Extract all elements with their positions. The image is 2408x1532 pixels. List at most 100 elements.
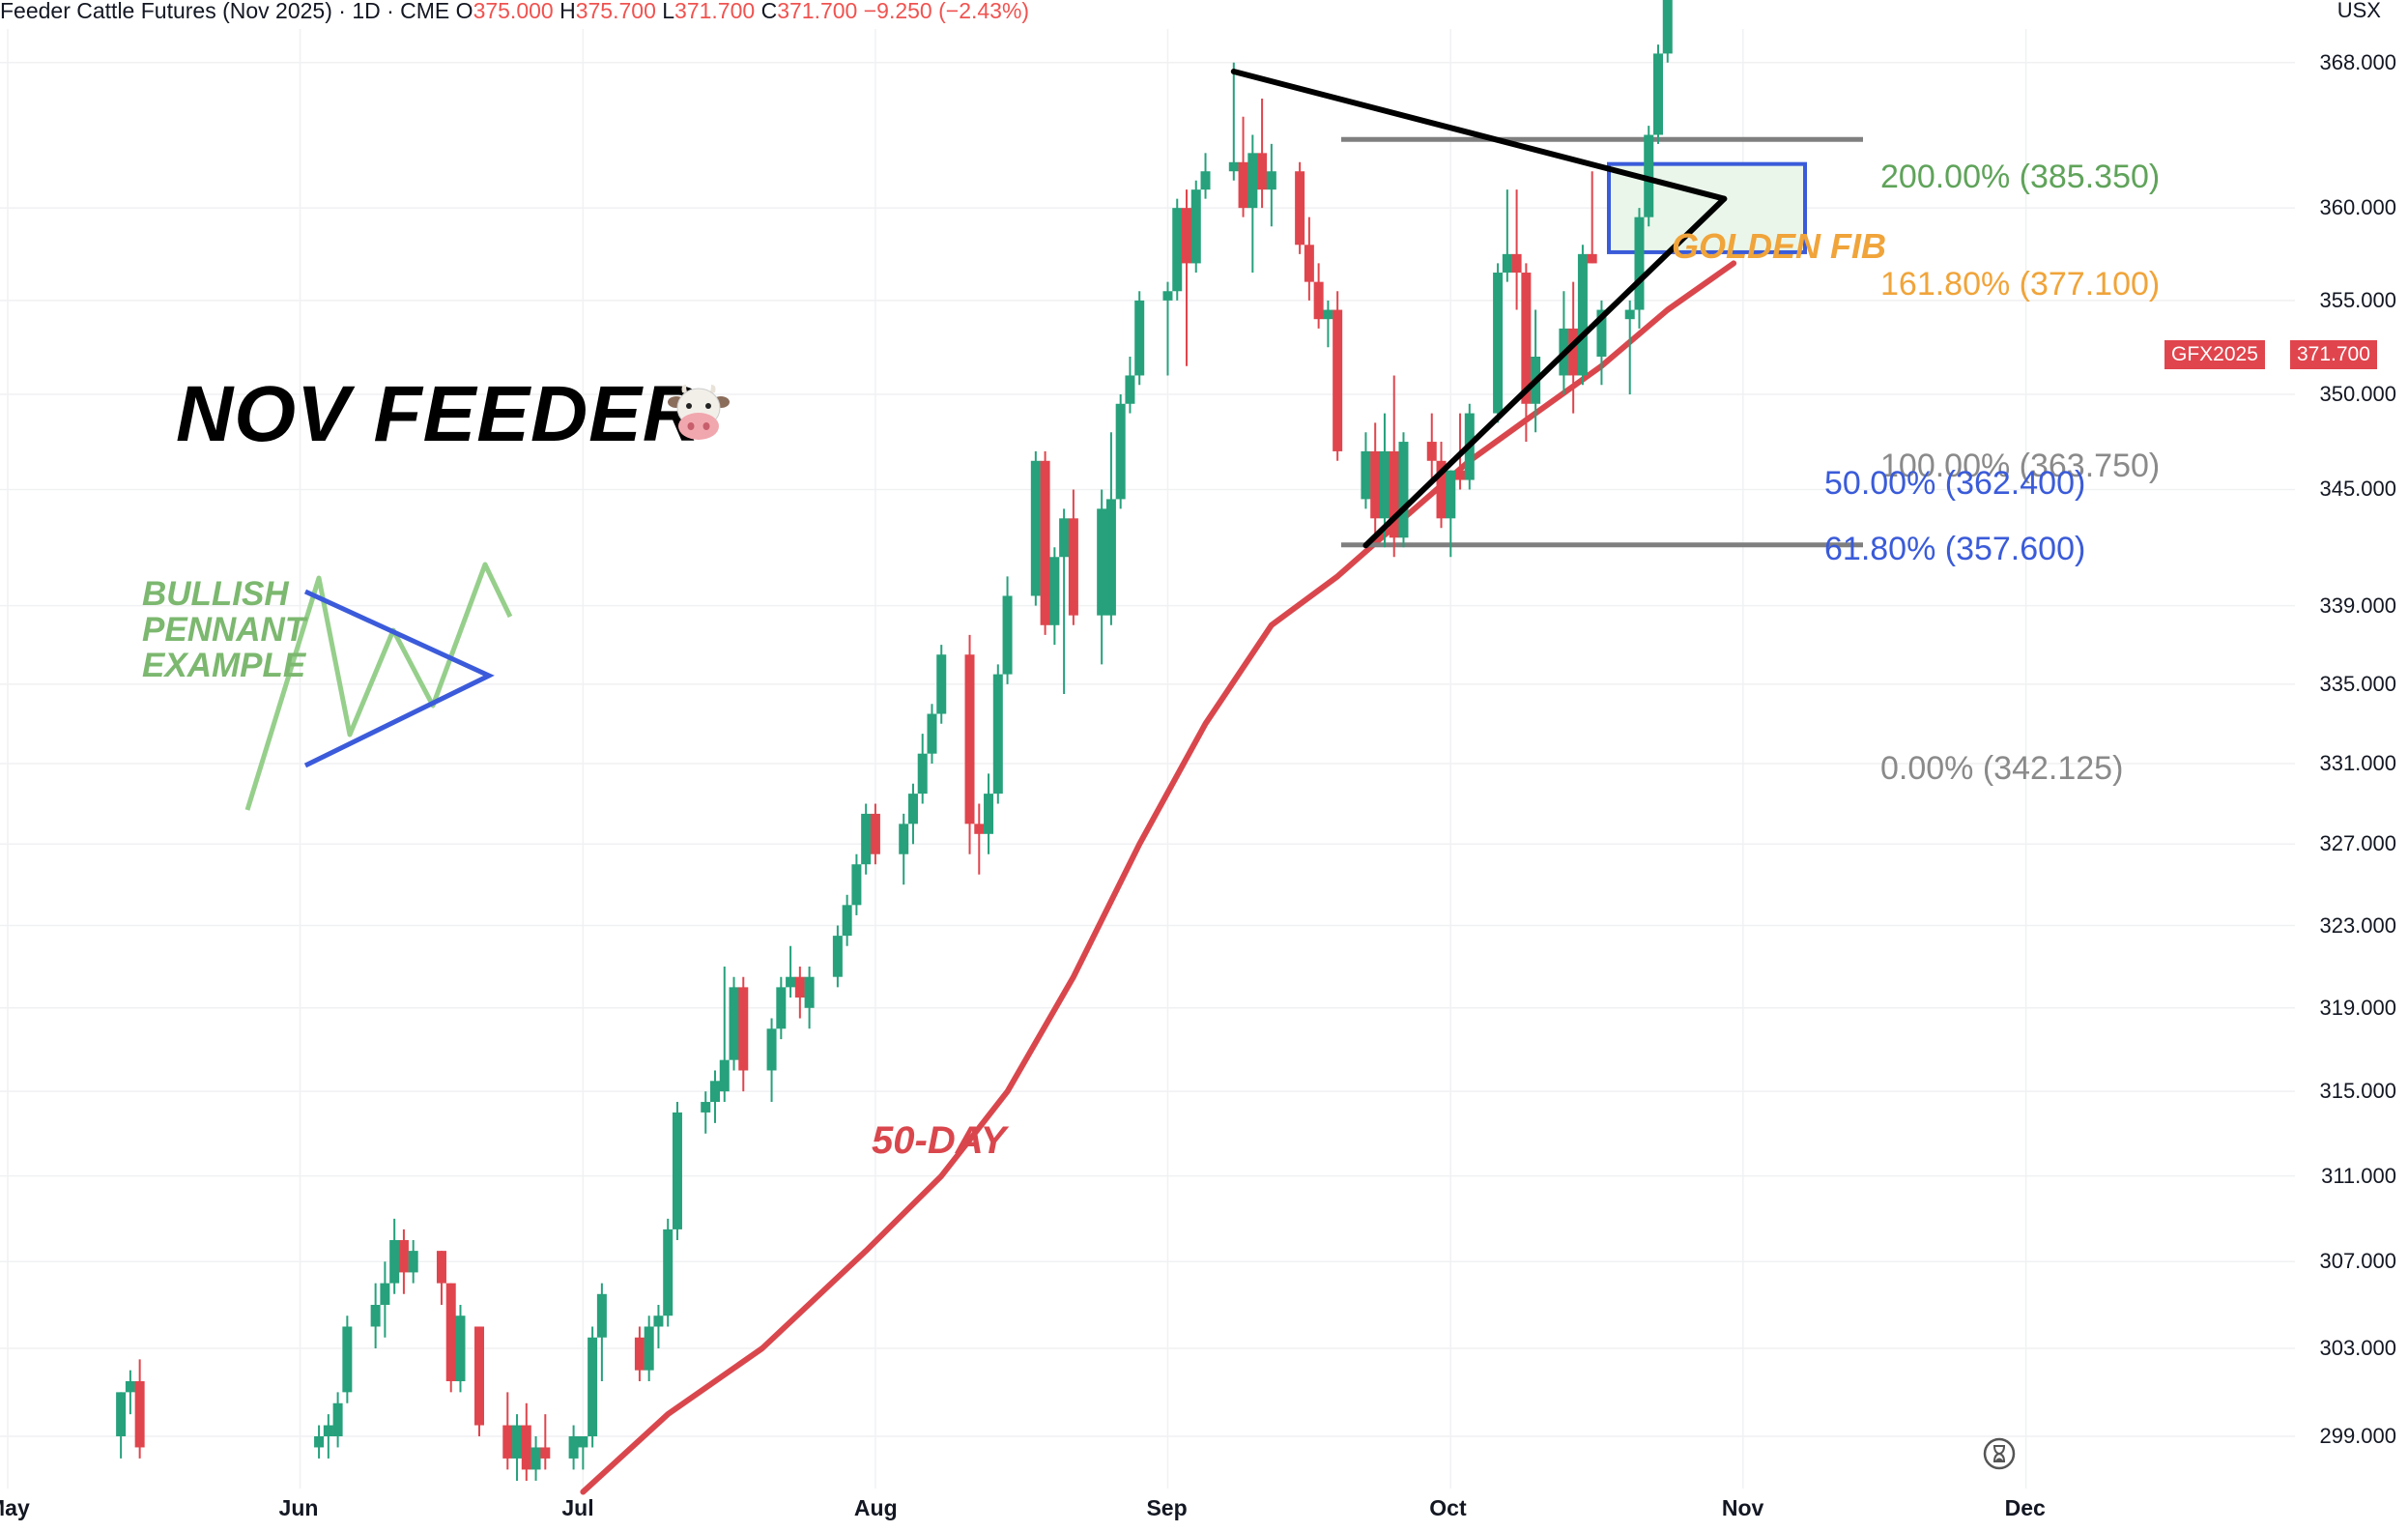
candle-2025-08-18 [1030, 450, 1041, 606]
candle-body [474, 1326, 484, 1426]
candle-2025-09-09 [1238, 116, 1248, 217]
candle-2025-09-19 [1333, 291, 1343, 461]
candle-2025-08-27 [1115, 393, 1126, 509]
candle-body [588, 1337, 598, 1436]
candle-2025-10-07 [1502, 189, 1512, 282]
last-price-tag: 371.700 [2290, 340, 2377, 369]
candle-body [899, 824, 909, 854]
candle-body [1502, 253, 1512, 274]
candle-body [1097, 508, 1107, 616]
hourglass-icon[interactable] [1983, 1437, 2016, 1470]
candle-2025-06-17 [445, 1283, 456, 1393]
candle-2025-07-24 [794, 967, 805, 1019]
x-tick-label: Sep [1146, 1495, 1188, 1520]
symbol-price-tag: GFX2025 [2164, 340, 2265, 369]
close-key: C [760, 0, 778, 23]
candle-body [917, 753, 928, 795]
candle-2025-07-31 [861, 803, 872, 875]
candle-body [314, 1436, 325, 1448]
candle-body [1049, 557, 1060, 625]
candle-2025-06-10 [380, 1261, 390, 1338]
y-tick-label: 315.000 [2319, 1079, 2396, 1104]
candle-2025-09-29 [1426, 413, 1437, 480]
candle-body [832, 936, 843, 977]
candle-body [408, 1251, 418, 1273]
candle-2025-06-24 [512, 1414, 523, 1481]
candle-2025-10-23 [1653, 44, 1663, 144]
candle-body [1190, 189, 1201, 264]
candle-body [134, 1381, 145, 1448]
candle-2025-06-25 [521, 1402, 531, 1481]
candle-body [323, 1425, 333, 1436]
open-value: 375.000 [473, 0, 554, 23]
candle-body [1002, 595, 1013, 675]
candle-body [342, 1326, 353, 1393]
candle-2025-09-04 [1190, 180, 1201, 274]
x-tick-label: May [0, 1495, 30, 1520]
candle-2025-10-06 [1493, 263, 1504, 423]
candle-body [1493, 273, 1504, 414]
bullish-pennant-example-drawing [244, 562, 513, 811]
candle-body [870, 813, 880, 854]
candle-2025-10-09 [1521, 263, 1532, 443]
fib-label-161: 161.80% (377.100) [1880, 266, 2161, 303]
candle-body [1115, 403, 1126, 500]
x-tick-label: Nov [1721, 1495, 1764, 1520]
candle-2025-09-30 [1436, 442, 1447, 529]
x-tick-label: Oct [1429, 1495, 1467, 1520]
candle-body [672, 1112, 682, 1229]
candle-2025-07-03 [596, 1283, 607, 1382]
candle-2025-07-09 [653, 1305, 664, 1349]
y-tick-label: 360.000 [2319, 195, 2396, 220]
candle-body [851, 864, 862, 906]
candle-2025-06-18 [455, 1305, 466, 1393]
candle-body [1295, 171, 1305, 246]
candle-body [1521, 273, 1532, 404]
candle-2025-09-25 [1389, 375, 1399, 558]
candle-body [992, 674, 1003, 795]
candle-2025-10-22 [1644, 126, 1654, 227]
candle-2025-05-13 [116, 1392, 127, 1459]
candle-body [861, 813, 872, 865]
candle-2025-09-17 [1313, 263, 1324, 329]
chart-title-annotation: NOV FEEDER [176, 370, 702, 458]
candle-2025-09-11 [1257, 99, 1268, 209]
candle-2025-06-04 [323, 1414, 333, 1459]
moving-average-50 [580, 260, 1737, 1495]
candle-body [502, 1425, 513, 1459]
pennant-upper-line [1230, 69, 1728, 202]
candle-2025-08-07 [927, 704, 937, 765]
candle-2025-06-16 [436, 1251, 446, 1306]
candle-2025-07-22 [776, 976, 787, 1040]
candle-body [927, 713, 937, 754]
candle-2025-07-08 [644, 1315, 654, 1382]
candle-2025-07-21 [766, 1018, 777, 1103]
candle-body [1228, 161, 1239, 172]
candle-body [332, 1402, 343, 1436]
candle-body [653, 1315, 664, 1327]
candle-body [729, 987, 739, 1060]
y-tick-label: 339.000 [2319, 593, 2396, 618]
candle-body [445, 1283, 456, 1382]
y-tick-label: 311.000 [2321, 1163, 2396, 1188]
candle-body [1134, 300, 1145, 376]
candle-2025-06-13 [408, 1240, 418, 1284]
candle-2025-10-24 [1662, 0, 1673, 63]
candle-body [568, 1436, 579, 1459]
candle-2025-05-15 [134, 1359, 145, 1459]
currency-label[interactable]: USX [2336, 0, 2381, 22]
candle-body [1059, 518, 1070, 558]
candle-2025-07-02 [588, 1326, 598, 1448]
ma-50-line [580, 260, 1737, 1495]
candle-2025-09-03 [1182, 189, 1191, 366]
high-key: H [559, 0, 576, 23]
candle-body [1379, 450, 1390, 519]
candle-body [663, 1228, 674, 1316]
high-value: 375.700 [575, 0, 656, 23]
candle-2025-08-06 [917, 734, 928, 804]
candle-body [1426, 442, 1437, 461]
candle-body [1030, 460, 1041, 596]
candle-body [1624, 309, 1635, 320]
candle-body [389, 1240, 400, 1284]
